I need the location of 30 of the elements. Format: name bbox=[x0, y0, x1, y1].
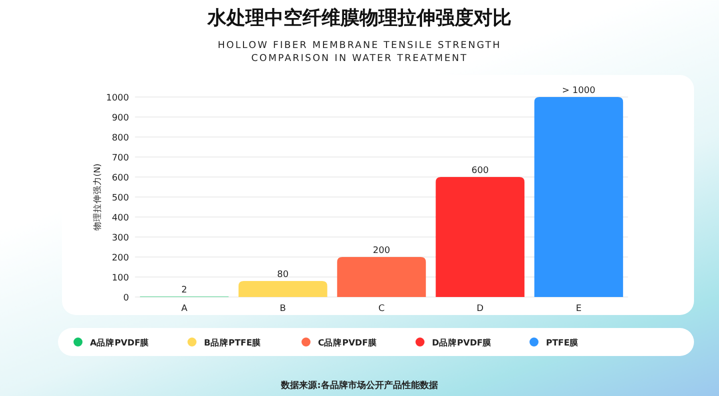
data-label: > 1000 bbox=[562, 86, 596, 96]
legend-label: D品牌PVDF膜 bbox=[432, 338, 493, 348]
x-tick-label: D bbox=[476, 304, 484, 314]
y-axis-title: 物理拉伸强力(N) bbox=[92, 164, 103, 230]
y-tick-label: 1000 bbox=[106, 94, 130, 104]
y-tick-label: 100 bbox=[112, 274, 130, 284]
y-tick-label: 900 bbox=[112, 114, 130, 124]
y-tick-label: 500 bbox=[112, 194, 130, 204]
legend-label: A品牌PVDF膜 bbox=[90, 338, 150, 348]
data-label: 2 bbox=[181, 286, 188, 296]
y-tick-label: 700 bbox=[112, 154, 130, 164]
y-tick-label: 400 bbox=[112, 214, 130, 224]
data-label: 600 bbox=[472, 166, 489, 176]
y-tick-label: 600 bbox=[112, 174, 130, 184]
legend-label: C品牌PVDF膜 bbox=[318, 338, 378, 348]
chart-title: 水处理中空纤维膜物理拉伸强度对比 bbox=[206, 7, 512, 29]
x-tick-label: B bbox=[280, 304, 286, 314]
data-label: 200 bbox=[372, 246, 390, 256]
y-tick-label: 800 bbox=[112, 134, 130, 144]
source-note: 数据来源:各品牌市场公开产品性能数据 bbox=[280, 380, 438, 391]
y-tick-label: 0 bbox=[123, 294, 130, 304]
legend-label: PTFE膜 bbox=[546, 338, 580, 348]
legend-label: B品牌PTFE膜 bbox=[204, 338, 262, 348]
x-tick-label: C bbox=[378, 304, 385, 314]
y-tick-label: 200 bbox=[112, 254, 130, 264]
chart-subtitle: HOLLOW FIBER MEMBRANE TENSILE STRENGTH COMPARISON IN WATER TREATMENT bbox=[218, 40, 502, 64]
x-tick-label: A bbox=[181, 304, 188, 314]
x-tick-label: E bbox=[576, 304, 582, 314]
y-tick-label: 300 bbox=[112, 234, 130, 244]
data-label: 80 bbox=[277, 270, 289, 280]
